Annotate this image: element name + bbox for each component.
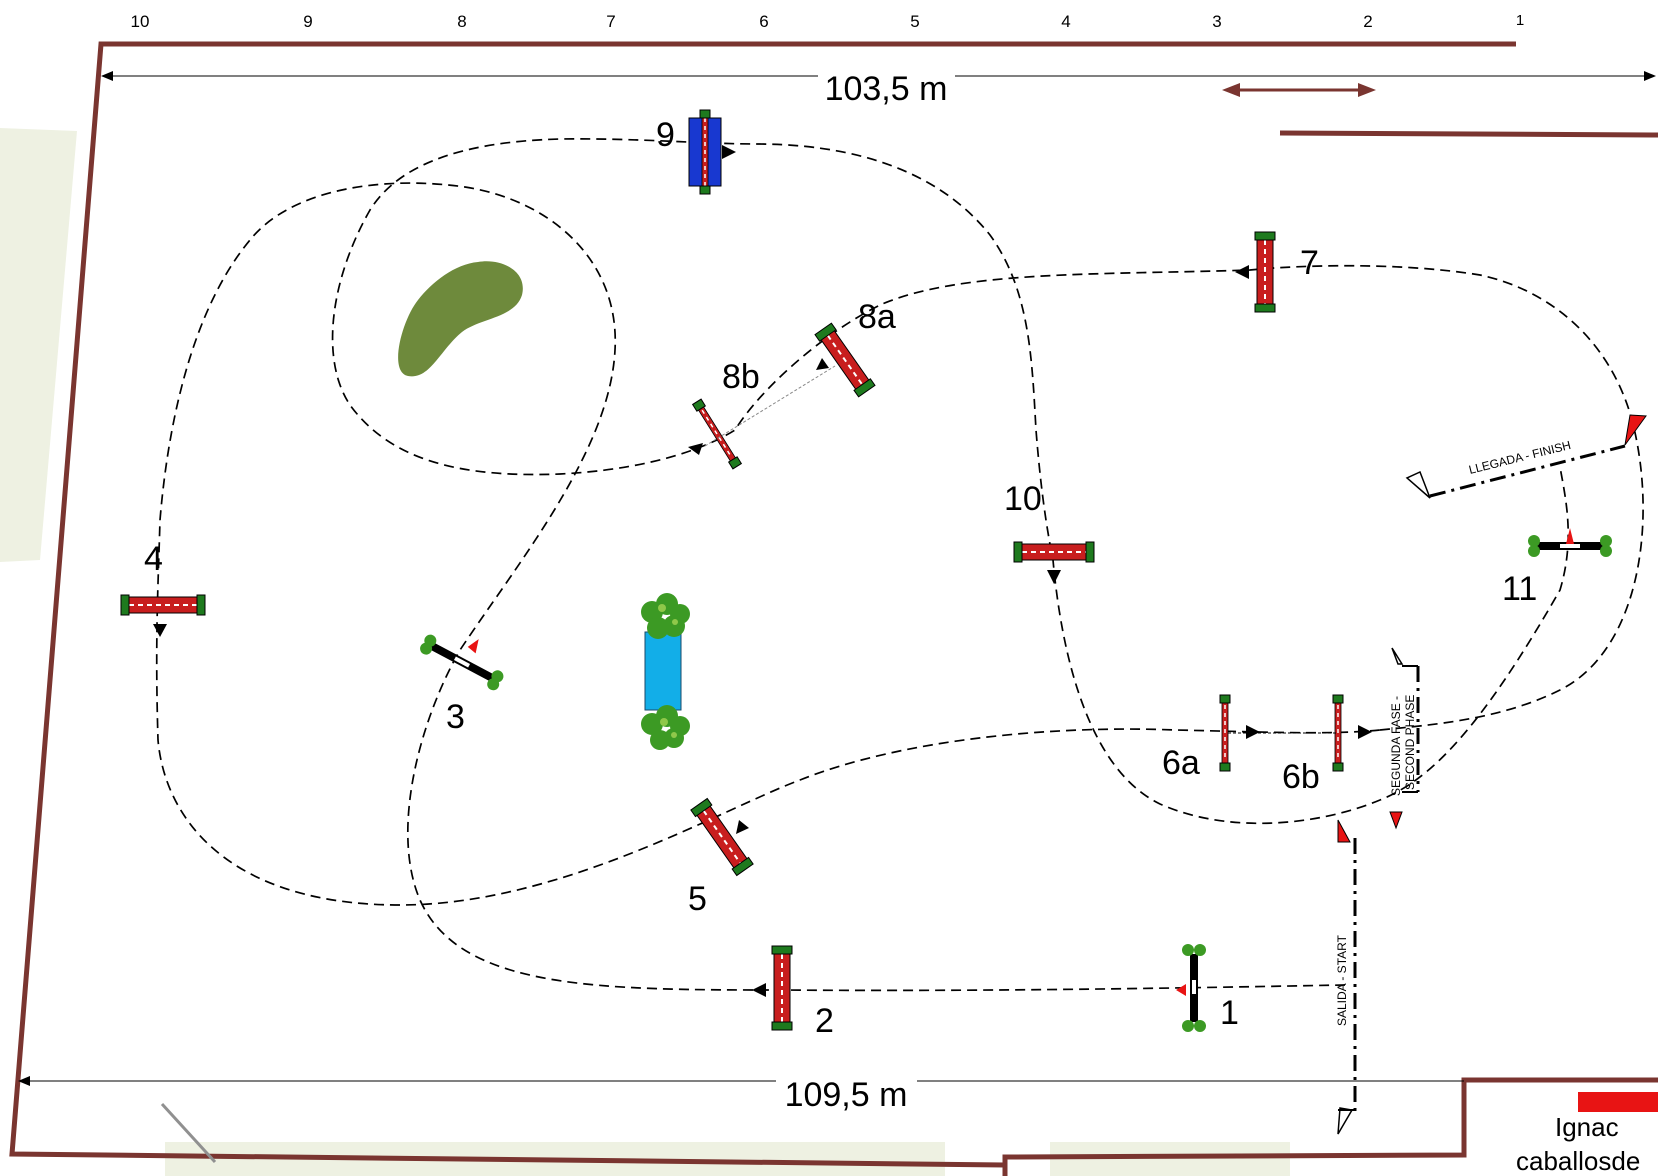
designer-line-2: caballosde (1516, 1146, 1640, 1176)
obstacle-8b (691, 398, 743, 470)
start-line: SALIDA - START (1335, 819, 1357, 1135)
designer-box: Ignac caballosde (1516, 1092, 1658, 1176)
ruler-mark: 4 (1061, 12, 1070, 31)
course-path (155, 138, 1644, 992)
obstacle-9 (688, 109, 722, 195)
second-phase-label-2: SECOND PHASE (1403, 695, 1417, 790)
water-obstacle (641, 593, 690, 750)
obstacle-number: 6b (1282, 758, 1320, 796)
obstacle-number: 3 (446, 698, 465, 736)
finish-line: LLEGADA - FINISH (1405, 414, 1647, 499)
combination-line-8 (704, 365, 836, 447)
obstacle-number: 6a (1162, 744, 1200, 782)
ruler-mark: 10 (131, 12, 150, 31)
second-phase-line: SEGUNDA FASE - SECOND PHASE (1389, 647, 1420, 830)
obstacle-10 (1013, 541, 1095, 563)
designer-line-1: Ignac (1555, 1112, 1619, 1142)
ruler-mark: 3 (1212, 12, 1221, 31)
dimension-bottom-label: 109,5 m (785, 1076, 908, 1114)
ruler-mark: 9 (303, 12, 312, 31)
path-arrows (153, 145, 1372, 997)
obstacle-number: 5 (688, 880, 707, 918)
ruler: 10 9 8 7 6 5 4 3 2 1 (131, 12, 1525, 31)
obstacle-number: 1 (1220, 994, 1239, 1032)
obstacle-number: 11 (1502, 570, 1537, 608)
obstacle-1 (1176, 944, 1206, 1032)
ruler-mark: 5 (910, 12, 919, 31)
dimension-top: 103,5 m (101, 70, 1656, 108)
obstacle-number: 9 (656, 116, 675, 154)
obstacle-number: 7 (1300, 244, 1319, 282)
ruler-mark: 7 (606, 12, 615, 31)
start-label: SALIDA - START (1335, 934, 1349, 1026)
obstacle-number: 8b (722, 358, 760, 396)
obstacle-number: 4 (144, 540, 163, 578)
obstacle-number: 10 (1004, 480, 1042, 518)
obstacle-4 (120, 594, 206, 616)
obstacle-number: 8a (858, 298, 896, 336)
left-mat (0, 128, 77, 562)
ruler-mark: 8 (457, 12, 466, 31)
obstacle-11 (1528, 528, 1612, 557)
dimension-bottom: 109,5 m (18, 1076, 1464, 1114)
obstacle-2 (771, 945, 793, 1031)
ruler-mark: 1 (1516, 12, 1524, 29)
second-phase-label-1: SEGUNDA FASE - (1389, 696, 1403, 796)
ruler-mark: 2 (1363, 12, 1372, 31)
arena-boundary (9, 41, 1658, 1176)
obstacle-number: 2 (815, 1002, 834, 1040)
finish-label: LLEGADA - FINISH (1467, 438, 1572, 477)
corner-mark (160, 1102, 217, 1164)
obstacle-3 (420, 634, 504, 691)
obstacle-7 (1254, 231, 1276, 313)
obstacle-8a (814, 322, 876, 398)
ruler-mark: 6 (759, 12, 768, 31)
obstacle-5 (690, 797, 754, 877)
dimension-top-label: 103,5 m (825, 70, 948, 108)
tree-island (398, 261, 523, 377)
warmup-arrow (1222, 83, 1376, 97)
obstacle-numbers: 1 2 3 4 5 6a 6b 7 8a 8b 9 10 11 (144, 116, 1537, 1040)
